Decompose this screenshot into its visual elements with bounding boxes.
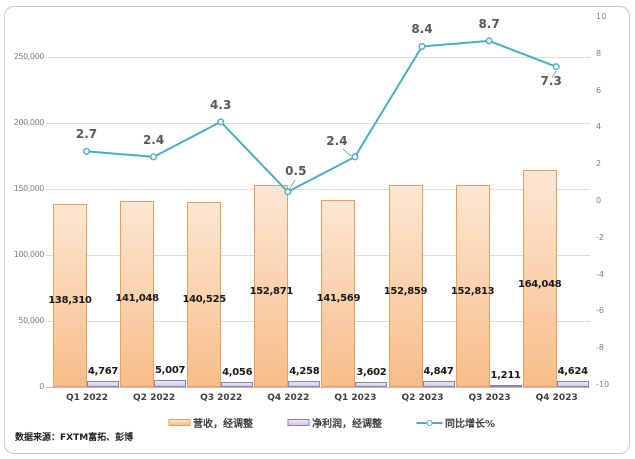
legend-label-growth: 同比增长% — [444, 419, 496, 430]
revenue-value-label: 138,310 — [48, 295, 92, 307]
growth-point-label: 0.5 — [285, 163, 307, 178]
right-axis-tick-label: -2 — [596, 232, 604, 242]
category-label: Q4 2023 — [535, 393, 578, 403]
profit-bar — [87, 380, 119, 387]
profit-value-label: 4,624 — [557, 365, 588, 377]
right-axis-tick-label: -4 — [596, 269, 604, 279]
right-axis-tick-label: 10 — [596, 12, 607, 21]
gridline — [46, 123, 590, 124]
legend-item-revenue: 营收，经调整 — [167, 415, 253, 430]
growth-point-label: 7.3 — [540, 74, 562, 89]
left-axis-tick-label: 100,000 — [13, 250, 45, 259]
profit-bar — [288, 381, 321, 387]
category-label: Q1 2022 — [65, 393, 109, 403]
growth-point-label: 8.7 — [478, 16, 500, 31]
left-axis-tick-label: 50,000 — [18, 316, 44, 325]
revenue-bar — [120, 200, 155, 387]
gridline — [46, 321, 590, 322]
right-axis-tick-label: -10 — [596, 380, 610, 389]
category-label: Q4 2022 — [267, 393, 310, 403]
category-label: Q2 2023 — [401, 393, 444, 403]
right-axis-tick-label: 2 — [596, 159, 602, 169]
profit-value-label: 5,007 — [155, 365, 186, 377]
right-axis-tick-label: 4 — [596, 122, 602, 132]
revenue-bar — [53, 204, 87, 387]
legend-label-revenue: 营收，经调整 — [192, 419, 253, 430]
gridline — [46, 189, 590, 190]
gridline — [46, 255, 590, 256]
profit-value-label: 1,211 — [490, 370, 521, 382]
left-axis-tick-label: 200,000 — [13, 118, 45, 127]
legend-item-profit: 净利润，经调整 — [286, 415, 382, 430]
revenue-value-label: 141,048 — [115, 293, 159, 305]
profit-bar — [556, 380, 589, 387]
revenue-value-label: 164,048 — [517, 279, 562, 291]
legend-label-profit: 净利润，经调整 — [311, 419, 382, 430]
category-label: Q3 2023 — [468, 393, 511, 403]
right-axis-tick-label: -6 — [596, 306, 604, 316]
gridline — [46, 57, 590, 58]
revenue-bar — [522, 170, 557, 387]
left-axis-tick-label: 150,000 — [13, 184, 45, 193]
category-label: Q2 2022 — [133, 393, 176, 403]
profit-bar — [221, 381, 254, 387]
right-axis-tick-label: -8 — [596, 343, 604, 353]
growth-point-label: 2.7 — [75, 127, 98, 142]
profit-value-label: 4,767 — [87, 365, 119, 377]
source-note: 数据来源：FXTM富拓、彭博 — [15, 433, 134, 443]
legend: 营收，经调整 净利润，经调整 同比增长% — [167, 415, 496, 430]
growth-point-label: 2.4 — [326, 134, 348, 149]
revenue-value-label: 140,525 — [182, 293, 226, 305]
left-axis-tick-label: 250,000 — [13, 52, 45, 61]
revenue-value-label: 152,859 — [383, 286, 428, 298]
growth-point-label: 4.3 — [210, 97, 232, 112]
gridline — [46, 387, 590, 388]
profit-bar — [355, 382, 388, 387]
left-axis-tick-label: 0 — [39, 382, 44, 391]
right-axis-tick-label: 6 — [596, 85, 602, 95]
revenue-swatch-icon — [167, 419, 190, 426]
profit-value-label: 4,258 — [289, 366, 320, 378]
profit-value-label: 4,847 — [423, 365, 454, 377]
right-axis-tick-label: 0 — [596, 196, 602, 205]
revenue-bar — [321, 200, 356, 387]
profit-value-label: 3,602 — [356, 367, 387, 379]
profit-swatch-icon — [286, 419, 309, 426]
revenue-bar — [254, 185, 289, 387]
revenue-bar — [187, 201, 222, 387]
revenue-value-label: 152,813 — [450, 286, 495, 298]
revenue-bar — [455, 185, 490, 387]
profit-bar — [489, 385, 522, 388]
growth-point-label: 8.4 — [411, 22, 433, 37]
category-label: Q3 2022 — [200, 393, 243, 403]
profit-value-label: 4,056 — [222, 366, 253, 378]
revenue-value-label: 152,871 — [249, 286, 294, 298]
profit-bar — [422, 380, 455, 387]
profit-bar — [154, 380, 187, 387]
legend-item-growth: 同比增长% — [415, 415, 496, 430]
growth-point-label: 2.4 — [142, 132, 165, 147]
category-label: Q1 2023 — [334, 393, 377, 403]
growth-line-swatch-icon — [415, 419, 442, 426]
revenue-bar — [388, 185, 423, 387]
chart-frame — [4, 6, 630, 454]
revenue-value-label: 141,569 — [316, 293, 361, 305]
right-axis-tick-label: 8 — [596, 48, 602, 58]
